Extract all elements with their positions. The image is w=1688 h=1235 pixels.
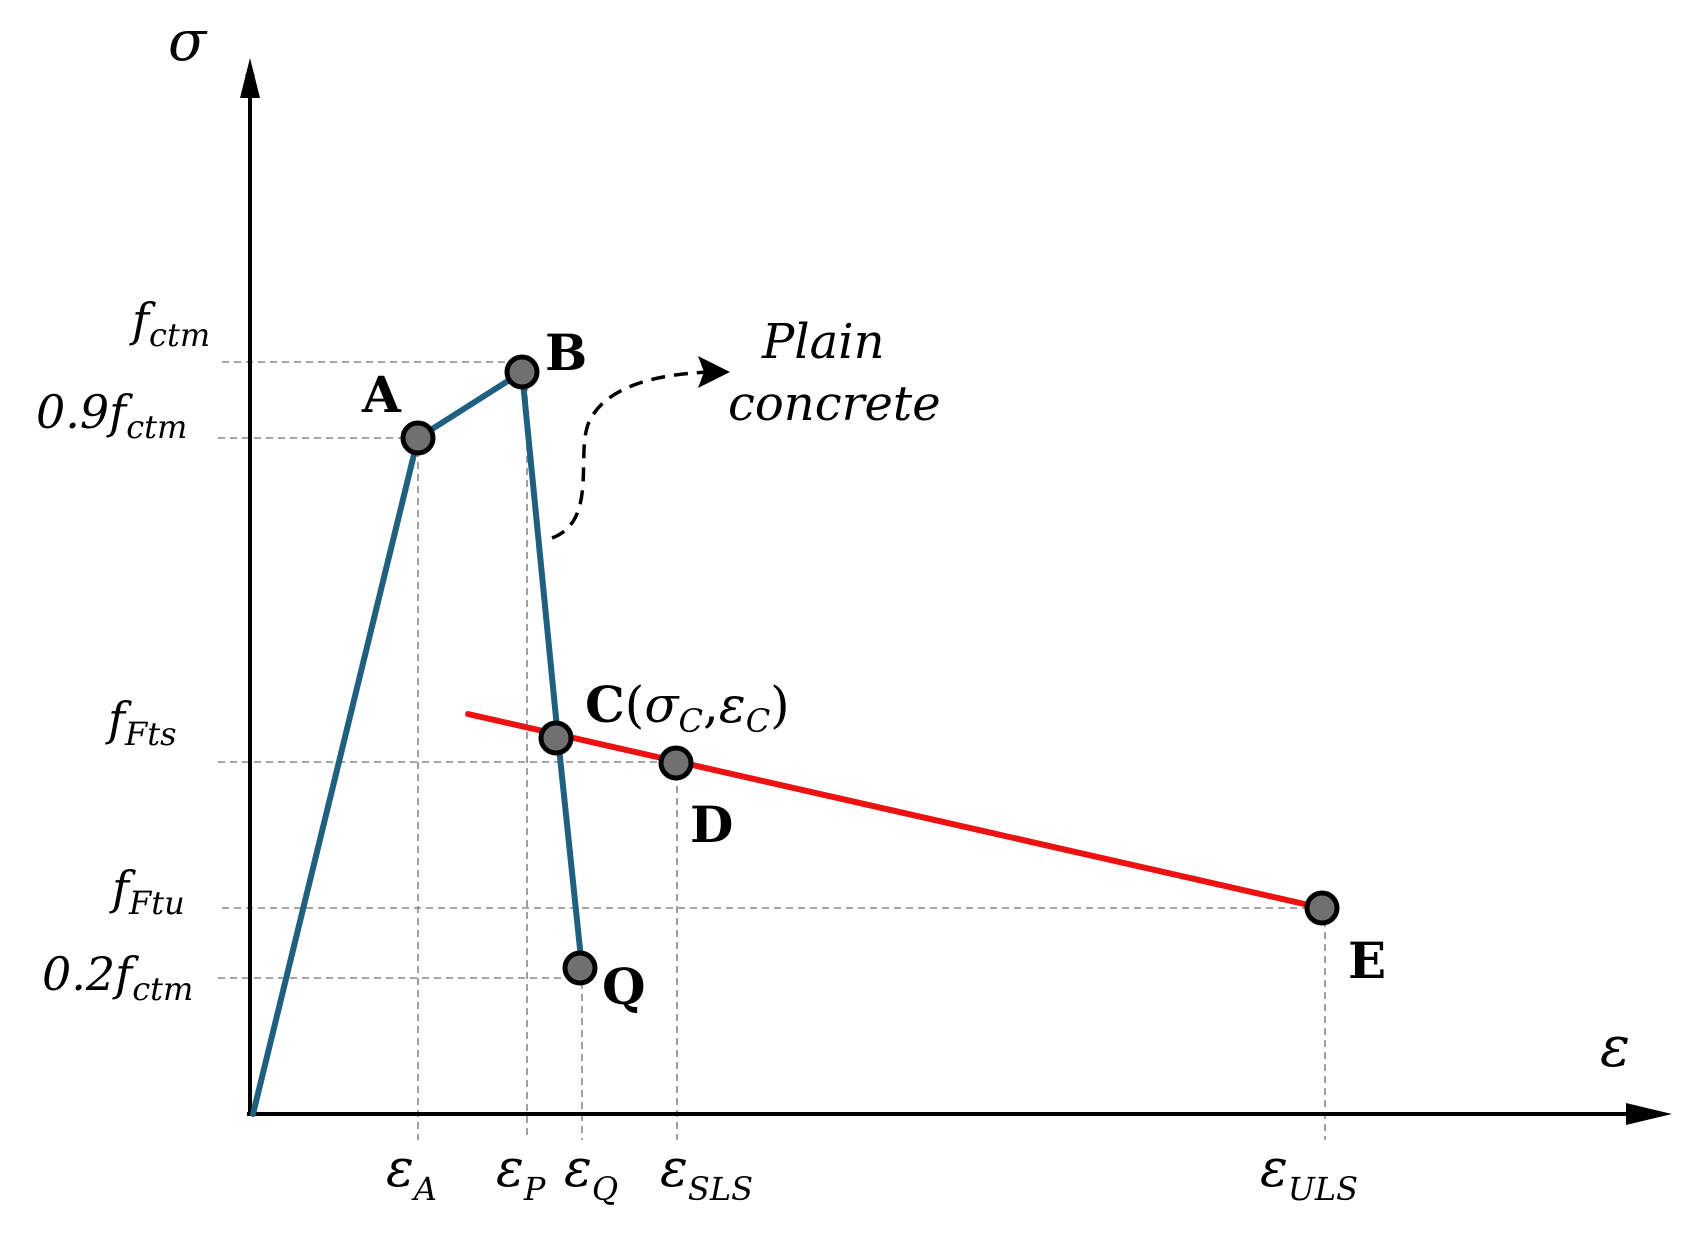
xtick-eP: εP xyxy=(496,1139,546,1208)
plain-concrete-arrow-icon xyxy=(698,356,730,388)
point-B xyxy=(504,354,540,390)
ytick-02fctm: 0.2fctm xyxy=(42,947,193,1008)
label-Q: Q xyxy=(602,957,646,1016)
x-axis-arrow-icon xyxy=(1626,1103,1672,1125)
point-C xyxy=(538,720,574,756)
x-axis-label: ε xyxy=(1600,1015,1630,1080)
points xyxy=(400,354,1340,986)
ytick-fctm: fctm xyxy=(129,293,210,354)
red-curve xyxy=(465,711,1325,911)
point-E xyxy=(1304,890,1340,926)
point-Q xyxy=(562,950,598,986)
ytick-fftu: fFtu xyxy=(109,861,185,922)
ytick-ffts: fFts xyxy=(105,692,177,753)
label-C: C(σC,εC) xyxy=(585,675,790,740)
annotation-plain: Plain xyxy=(761,314,885,370)
point-D xyxy=(658,745,694,781)
annotation-concrete: concrete xyxy=(728,376,941,432)
ytick-09fctm: 0.9fctm xyxy=(36,385,187,446)
guide-lines xyxy=(218,361,1326,1140)
plain-concrete-curve xyxy=(551,370,713,540)
label-E: E xyxy=(1348,931,1386,990)
xtick-eULS: εULS xyxy=(1260,1139,1358,1208)
xtick-eQ: εQ xyxy=(564,1139,618,1208)
xtick-eSLS: εSLS xyxy=(660,1139,753,1208)
y-axis-arrow-icon xyxy=(240,58,260,98)
label-B: B xyxy=(545,323,587,382)
xtick-eA: εA xyxy=(386,1139,437,1208)
point-A xyxy=(400,420,436,456)
label-A: A xyxy=(361,365,402,424)
label-D: D xyxy=(690,795,733,854)
y-axis-label: σ xyxy=(168,9,208,74)
